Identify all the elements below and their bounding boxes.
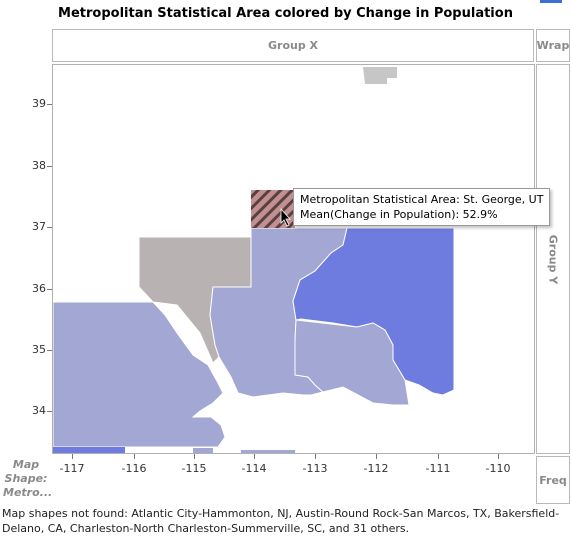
x-tick-label: -114 [241, 462, 267, 475]
x-tick-mark [376, 454, 377, 459]
x-tick-label: -110 [485, 462, 511, 475]
msa-bottom-fragment-1[interactable] [193, 448, 213, 454]
wrap-zone[interactable]: Wrap [536, 29, 570, 62]
x-tick-label: -117 [59, 462, 85, 475]
x-tick-mark [72, 454, 73, 459]
tooltip-line-2: Mean(Change in Population): 52.9% [300, 208, 498, 221]
y-tick-mark [47, 289, 52, 290]
x-tick-mark [134, 454, 135, 459]
wrap-label: Wrap [536, 39, 570, 52]
y-tick-mark [47, 104, 52, 105]
group-y-label: Group Y [546, 234, 560, 284]
y-tick-label: 36 [32, 282, 46, 295]
cursor-icon [280, 207, 291, 227]
chart-title: Metropolitan Statistical Area colored by… [58, 6, 513, 21]
y-tick-label: 38 [32, 159, 46, 172]
y-tick-label: 37 [32, 220, 46, 233]
x-tick-mark [254, 454, 255, 459]
x-tick-mark [315, 454, 316, 459]
corner-accent [540, 0, 562, 3]
group-x-zone[interactable]: Group X [52, 29, 534, 62]
highlighted-msa-st-george[interactable] [251, 190, 295, 228]
y-tick-label: 34 [32, 404, 46, 417]
x-tick-mark [438, 454, 439, 459]
x-tick-mark [498, 454, 499, 459]
tooltip-line-1: Metropolitan Statistical Area: St. Georg… [300, 193, 544, 206]
x-tick-label: -116 [121, 462, 147, 475]
group-y-zone[interactable]: Group Y [536, 64, 570, 454]
map-shape-label-1: Map [12, 458, 40, 471]
msa-west[interactable] [53, 301, 226, 448]
x-tick-label: -115 [181, 462, 207, 475]
freq-zone[interactable]: Freq [536, 456, 570, 504]
map-shape-label-3: Metro... [3, 486, 53, 499]
map-shape-zone[interactable]: Map Shape: Metro... [3, 458, 53, 500]
msa-south[interactable] [294, 319, 410, 406]
gray-region[interactable] [363, 67, 397, 84]
x-tick-mark [194, 454, 195, 459]
x-tick-label: -113 [302, 462, 328, 475]
msa-bottom-blue[interactable] [53, 447, 125, 454]
map-svg[interactable] [53, 65, 535, 454]
msa-bottom-fragment-2[interactable] [241, 450, 295, 454]
y-tick-mark [47, 227, 52, 228]
y-tick-mark [47, 350, 52, 351]
freq-label: Freq [539, 473, 567, 487]
map-shape-label-2: Shape: [4, 472, 48, 485]
x-tick-label: -112 [363, 462, 389, 475]
missing-shapes-note: Map shapes not found: Atlantic City-Hamm… [2, 507, 560, 535]
map-tooltip: Metropolitan Statistical Area: St. Georg… [293, 188, 551, 226]
y-tick-mark [47, 166, 52, 167]
y-tick-label: 35 [32, 343, 46, 356]
y-tick-label: 39 [32, 97, 46, 110]
group-x-label: Group X [267, 39, 319, 52]
y-tick-mark [47, 411, 52, 412]
x-tick-label: -111 [425, 462, 451, 475]
map-frame[interactable] [52, 64, 535, 454]
